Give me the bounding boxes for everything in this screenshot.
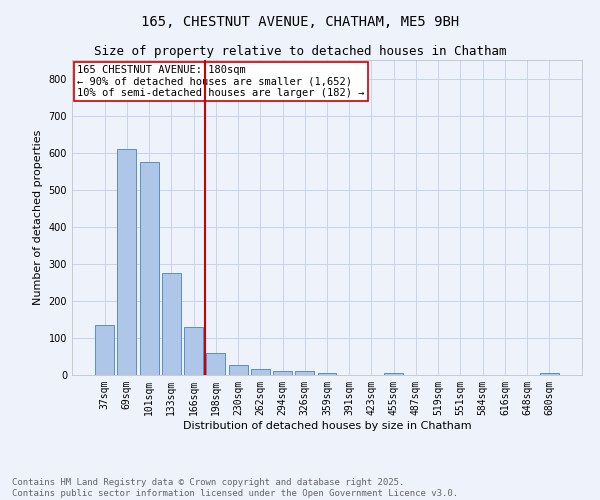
Bar (140, 162, 158, 375)
Bar (118, 149, 136, 375)
X-axis label: Distribution of detached houses by size in Chatham: Distribution of detached houses by size … (182, 420, 472, 430)
Text: Size of property relative to detached houses in Chatham: Size of property relative to detached ho… (94, 45, 506, 58)
Text: 165, CHESTNUT AVENUE, CHATHAM, ME5 9BH: 165, CHESTNUT AVENUE, CHATHAM, ME5 9BH (141, 15, 459, 29)
Bar (229, 364, 248, 375)
Text: Contains HM Land Registry data © Crown copyright and database right 2025.
Contai: Contains HM Land Registry data © Crown c… (12, 478, 458, 498)
Bar (184, 327, 203, 375)
Bar (162, 273, 181, 375)
Bar (273, 372, 292, 375)
Bar (317, 373, 337, 375)
Text: 165 CHESTNUT AVENUE: 180sqm
← 90% of detached houses are smaller (1,652)
10% of : 165 CHESTNUT AVENUE: 180sqm ← 90% of det… (77, 64, 365, 98)
Bar (95, 325, 114, 375)
Bar (384, 373, 403, 375)
Bar (251, 368, 270, 375)
Y-axis label: Number of detached properties: Number of detached properties (33, 130, 43, 305)
Bar (295, 370, 314, 375)
Bar (206, 353, 225, 375)
Bar (540, 373, 559, 375)
